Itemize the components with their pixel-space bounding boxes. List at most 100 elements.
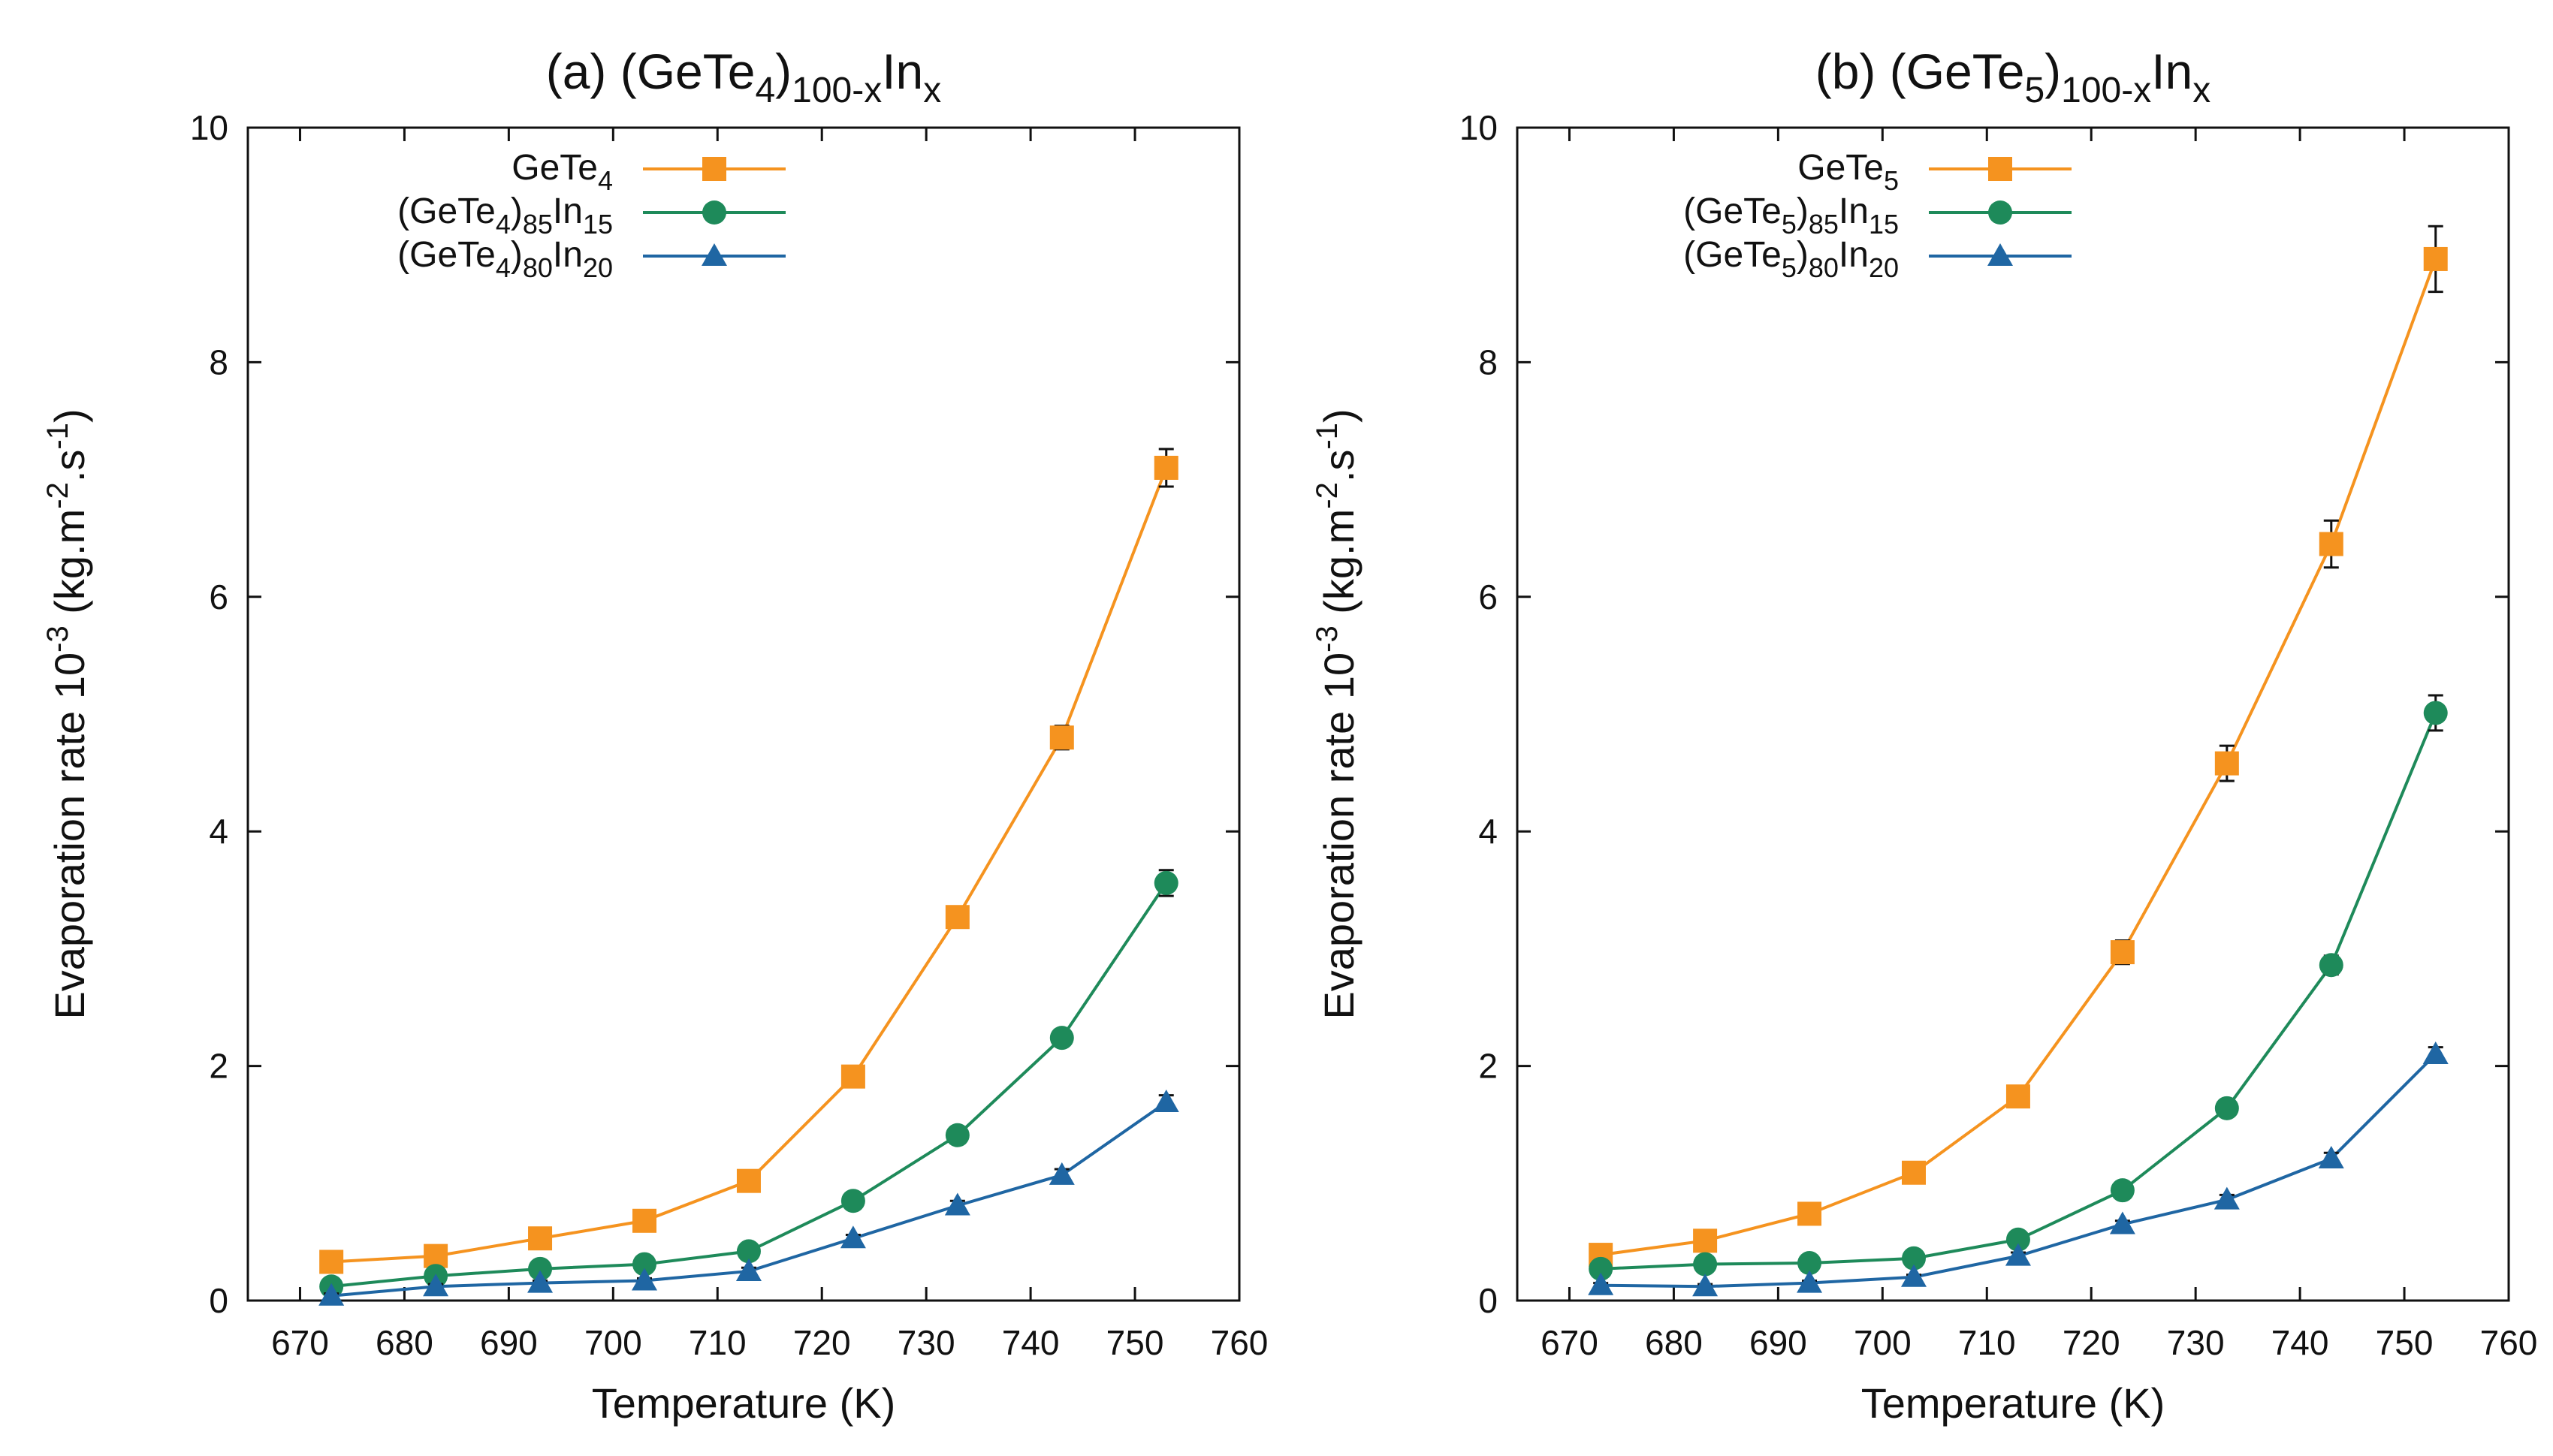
data-point	[840, 1064, 865, 1089]
y-tick-label: 2	[1478, 1047, 1498, 1086]
y-axis-label: Evaporation rate 10-3 (kg.m-2.s-1)	[41, 408, 93, 1019]
data-point	[1797, 1201, 1822, 1226]
y-tick-label: 6	[209, 577, 228, 616]
data-point	[840, 1189, 865, 1213]
series-triangle	[1588, 1041, 2449, 1297]
x-axis-label: Temperature (K)	[592, 1379, 896, 1427]
y-tick-label: 0	[1478, 1281, 1498, 1320]
x-tick-label: 690	[1749, 1323, 1807, 1362]
data-point	[2423, 701, 2448, 725]
x-tick-label: 680	[1645, 1323, 1703, 1362]
x-tick-label: 740	[2271, 1323, 2329, 1362]
data-point	[2005, 1227, 2030, 1252]
legend-label: (GeTe4)85In15	[397, 191, 613, 240]
legend-marker	[1988, 200, 2012, 225]
data-point	[2319, 532, 2343, 556]
data-point	[1588, 1272, 1614, 1295]
x-tick-label: 700	[584, 1323, 642, 1362]
data-point	[319, 1250, 344, 1274]
x-tick-label: 670	[271, 1323, 329, 1362]
data-point	[2110, 1178, 2135, 1203]
x-tick-label: 720	[793, 1323, 851, 1362]
panel-a-chart: 670 680 690 700 710 720 730 740 750 760 0 2 4 6 8 10 (a)…	[41, 44, 1268, 1427]
data-point	[945, 905, 970, 930]
series-triangle	[318, 1090, 1179, 1306]
x-tick-label: 710	[1958, 1323, 2016, 1362]
x-tick-label: 690	[480, 1323, 538, 1362]
data-point	[735, 1258, 762, 1281]
x-tick-label: 730	[2167, 1323, 2225, 1362]
x-tick-label: 710	[689, 1323, 747, 1362]
x-tick-label: 700	[1854, 1323, 1912, 1362]
x-tick-label: 720	[2063, 1323, 2120, 1362]
y-tick-label: 10	[1459, 108, 1498, 147]
y-tick-label: 8	[209, 342, 228, 381]
y-tick-label: 6	[1478, 577, 1498, 616]
legend-label: GeTe5	[1797, 148, 1899, 196]
data-point	[2214, 1186, 2240, 1210]
data-point	[632, 1208, 656, 1233]
data-point	[1692, 1274, 1719, 1297]
panel-title: (b) (GeTe5)100-xInx	[1815, 44, 2211, 110]
data-point	[2214, 1096, 2239, 1120]
data-point	[1154, 455, 1178, 480]
data-point	[1049, 725, 1074, 750]
legend-label: GeTe4	[512, 148, 613, 196]
data-point	[318, 1283, 345, 1306]
y-tick-label: 0	[209, 1281, 228, 1320]
data-point	[1589, 1256, 1613, 1281]
data-point	[1902, 1160, 1926, 1185]
data-point	[1154, 870, 1178, 895]
y-tick-label: 2	[209, 1047, 228, 1086]
x-tick-label: 760	[2480, 1323, 2538, 1362]
plot-frame	[1516, 126, 2510, 1302]
data-point	[736, 1239, 761, 1264]
plot-frame	[246, 126, 1241, 1302]
legend-marker	[1988, 157, 2012, 181]
data-point	[944, 1192, 970, 1216]
data-point	[2318, 1145, 2344, 1168]
data-point	[1049, 1026, 1074, 1051]
legend-label: (GeTe5)85In15	[1683, 191, 1899, 240]
data-point	[632, 1268, 657, 1291]
data-point	[736, 1168, 761, 1193]
data-point	[2005, 1243, 2031, 1266]
y-tick-label: 10	[190, 108, 228, 147]
data-point	[2423, 246, 2448, 271]
x-tick-label: 760	[1211, 1323, 1269, 1362]
legend-marker	[1987, 243, 2013, 266]
data-point	[528, 1256, 553, 1281]
data-point	[1153, 1090, 1179, 1113]
x-axis-label: Temperature (K)	[1861, 1379, 2165, 1427]
x-tick-label: 750	[2376, 1323, 2434, 1362]
data-point	[945, 1123, 970, 1147]
data-point	[1693, 1228, 1718, 1253]
data-point	[840, 1225, 866, 1249]
x-tick-label: 730	[898, 1323, 955, 1362]
data-point	[1049, 1162, 1075, 1185]
data-point	[1797, 1251, 1822, 1276]
panel-b-chart: 670 680 690 700 710 720 730 740 750 760 0 2 4 6 8 10 (b)…	[1311, 44, 2537, 1427]
data-point	[423, 1274, 449, 1297]
panel-title: (a) (GeTe4)100-xInx	[546, 44, 942, 110]
y-tick-label: 4	[209, 812, 228, 851]
data-point	[2005, 1084, 2030, 1109]
data-point	[2109, 1211, 2135, 1234]
data-point	[1902, 1246, 1926, 1271]
legend-marker	[702, 243, 727, 266]
x-tick-label: 670	[1541, 1323, 1598, 1362]
data-point	[1693, 1252, 1718, 1277]
legend-marker	[702, 200, 726, 225]
data-point	[1797, 1270, 1823, 1293]
data-point	[2110, 940, 2135, 965]
data-point	[527, 1270, 554, 1293]
data-point	[1901, 1264, 1927, 1287]
data-point	[2319, 953, 2343, 978]
data-point	[528, 1226, 553, 1251]
data-point	[632, 1252, 656, 1277]
series-circle	[1589, 694, 2448, 1281]
x-tick-label: 680	[376, 1323, 433, 1362]
legend-label: (GeTe4)80In20	[397, 235, 613, 283]
legend-marker	[702, 157, 726, 181]
